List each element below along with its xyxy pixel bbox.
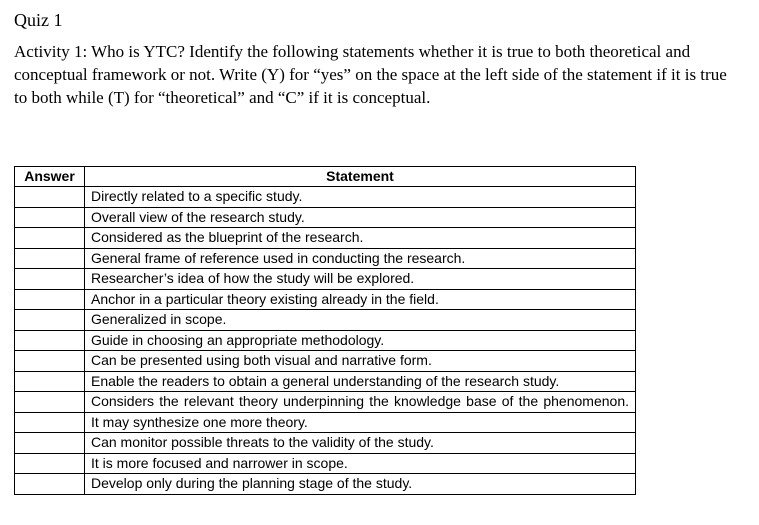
answer-cell[interactable] [15,392,85,413]
statement-cell: General frame of reference used in condu… [84,248,635,269]
statement-cell: Considers the relevant theory underpinni… [84,392,635,413]
answer-cell[interactable] [15,228,85,249]
quiz-table: Answer Statement Directly related to a s… [14,166,636,495]
table-row: Generalized in scope. [15,310,636,331]
table-row: Anchor in a particular theory existing a… [15,289,636,310]
table-row: Overall view of the research study. [15,207,636,228]
answer-cell[interactable] [15,351,85,372]
statement-cell: Considered as the blueprint of the resea… [84,228,635,249]
table-row: General frame of reference used in condu… [15,248,636,269]
answer-cell[interactable] [15,412,85,433]
table-header-row: Answer Statement [15,166,636,187]
table-row: Can be presented using both visual and n… [15,351,636,372]
table-row: Directly related to a specific study. [15,187,636,208]
table-body: Directly related to a specific study. Ov… [15,187,636,495]
answer-cell[interactable] [15,187,85,208]
statement-cell: Researcher’s idea of how the study will … [84,269,635,290]
answer-cell[interactable] [15,310,85,331]
statement-cell: Guide in choosing an appropriate methodo… [84,330,635,351]
table-row: Enable the readers to obtain a general u… [15,371,636,392]
quiz-title: Quiz 1 [14,10,741,31]
statement-cell: It is more focused and narrower in scope… [84,453,635,474]
answer-cell[interactable] [15,433,85,454]
col-header-answer: Answer [15,166,85,187]
statement-cell: Anchor in a particular theory existing a… [84,289,635,310]
answer-cell[interactable] [15,248,85,269]
table-row: Considers the relevant theory underpinni… [15,392,636,413]
answer-cell[interactable] [15,371,85,392]
answer-cell[interactable] [15,330,85,351]
table-row: It may synthesize one more theory. [15,412,636,433]
answer-cell[interactable] [15,474,85,495]
statement-cell: Can monitor possible threats to the vali… [84,433,635,454]
page: Quiz 1 Activity 1: Who is YTC? Identify … [0,0,759,505]
table-row: Develop only during the planning stage o… [15,474,636,495]
table-row: Can monitor possible threats to the vali… [15,433,636,454]
statement-cell: Directly related to a specific study. [84,187,635,208]
statement-cell: It may synthesize one more theory. [84,412,635,433]
statement-cell: Overall view of the research study. [84,207,635,228]
activity-instructions: Activity 1: Who is YTC? Identify the fol… [14,41,741,110]
table-row: Researcher’s idea of how the study will … [15,269,636,290]
col-header-statement: Statement [84,166,635,187]
table-row: Guide in choosing an appropriate methodo… [15,330,636,351]
statement-cell: Generalized in scope. [84,310,635,331]
answer-cell[interactable] [15,207,85,228]
statement-cell: Can be presented using both visual and n… [84,351,635,372]
answer-cell[interactable] [15,289,85,310]
statement-cell: Develop only during the planning stage o… [84,474,635,495]
answer-cell[interactable] [15,453,85,474]
statement-cell: Enable the readers to obtain a general u… [84,371,635,392]
table-row: Considered as the blueprint of the resea… [15,228,636,249]
answer-cell[interactable] [15,269,85,290]
table-row: It is more focused and narrower in scope… [15,453,636,474]
